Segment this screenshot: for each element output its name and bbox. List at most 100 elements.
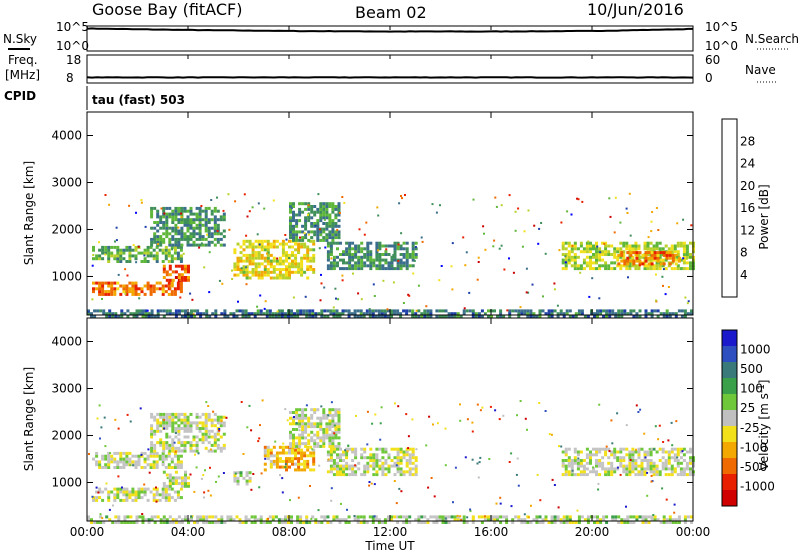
heatmap-cell-498 [275,451,279,455]
heatmap-cell-1610 [353,515,356,517]
heatmap-cell-1822 [668,312,672,316]
heatmap-cell-1122 [585,255,589,259]
heatmap-cell-1972 [609,215,612,218]
heatmap-cell-1393 [396,515,400,519]
heatmap-cell-442 [210,209,214,213]
heatmap-cell-1408 [656,253,660,257]
heatmap-cell-1437 [465,521,469,524]
heatmap-cell-1601 [498,418,501,421]
heatmap-cell-1548 [644,521,648,524]
heatmap-cell-614 [301,428,305,431]
heatmap-cell-1814 [656,309,660,313]
heatmap-cell-489 [272,462,276,466]
heatmap-cell-462 [239,474,243,477]
heatmap-cell-82 [167,287,171,291]
heatmap-cell-1266 [196,521,200,524]
heatmap-cell-539 [254,245,258,249]
heatmap-cell-1452 [493,515,496,519]
heatmap-cell-1916 [179,296,182,299]
heatmap-cell-543 [257,270,261,274]
heatmap-cell-819 [366,467,370,471]
heatmap-cell-1819 [665,312,669,316]
heatmap-cell-757 [336,470,339,474]
heatmap-cell-2020 [655,273,657,276]
heatmap-cell-775 [342,464,345,468]
heatmap-cell-811 [322,216,326,220]
heatmap-cell-107 [107,466,111,469]
heatmap-cell-1089 [567,244,571,248]
heatmap-cell-41 [131,490,135,494]
heatmap-cell-351 [183,415,187,419]
heatmap-cell-252 [153,446,157,450]
heatmap-cell-176 [155,254,159,258]
heatmap-cell-268 [156,209,160,213]
heatmap-cell-1489 [177,312,181,316]
heatmap-cell-376 [189,212,193,216]
heatmap-cell-651 [291,251,294,255]
heatmap-cell-532 [254,270,258,274]
heatmap-cell-1420 [441,521,445,524]
heatmap-cell-668 [319,425,323,429]
heatmap-cell-1539 [629,515,633,519]
heatmap-cell-777 [342,453,345,457]
heatmap-cell-1185 [685,461,689,465]
heatmap-cell-995 [381,267,385,271]
heatmap-cell-146 [134,466,138,469]
heatmap-cell-1141 [592,244,595,248]
heatmap-cell-1735 [471,421,474,424]
heatmap-cell-727 [337,436,341,440]
heatmap-cell-1373 [626,262,630,266]
heatmap-cell-1014 [604,447,608,451]
heatmap-cell-189 [167,254,171,258]
heatmap-cell-266 [156,215,160,219]
heatmap-cell-857 [334,213,338,217]
heatmap-cell-1288 [223,521,227,524]
heatmap-cell-424 [213,443,217,447]
heatmap-cell-1636 [380,312,384,316]
heatmap-cell-396 [201,421,205,425]
heatmap-cell-1996 [435,211,438,214]
heatmap-cell-802 [354,453,358,457]
heatmap-cell-1640 [383,309,387,313]
heatmap-cell-1585 [616,466,619,469]
heatmap-cell-410 [207,441,211,445]
heatmap-cell-540 [254,239,258,243]
heatmap-cell-1341 [682,247,686,251]
heatmap-cell-290 [165,226,169,230]
heatmap-cell-986 [378,267,382,271]
heatmap-cell-718 [289,205,292,208]
heatmap-cell-529 [251,245,255,249]
heatmap-cell-582 [266,239,270,243]
heatmap-cell-1648 [396,312,400,316]
heatmap-cell-1502 [193,309,197,313]
heatmap-cell-901 [342,267,345,271]
heatmap-cell-730 [337,425,341,429]
heatmap-cell-242 [150,443,154,447]
heatmap-cell-311 [171,421,175,425]
heatmap-cell-125 [113,245,117,249]
heatmap-cell-17 [104,281,108,285]
heatmap-cell-1679 [436,422,439,425]
heatmap-cell-1426 [447,521,451,524]
heatmap-cell-1831 [683,309,687,313]
heatmap-cell-583 [292,436,295,440]
heatmap-cell-1109 [576,247,580,251]
heatmap-cell-1992 [465,251,468,254]
heatmap-cell-1791 [471,430,474,433]
heatmap-cell-1092 [570,258,574,262]
heatmap-cell-1011 [390,267,394,271]
heatmap-cell-835 [328,216,332,220]
heatmap-cell-1227 [631,244,635,248]
heatmap-cell-1904 [108,203,111,206]
heatmap-cell-1520 [599,518,603,522]
heatmap-cell-770 [310,236,314,240]
heatmap-cell-1453 [496,518,499,522]
heatmap-cell-1463 [514,515,518,519]
heatmap-cell-846 [378,447,382,451]
heatmap-cell-588 [269,253,273,257]
heatmap-cell-285 [162,209,166,213]
heatmap-cell-382 [195,421,199,425]
heatmap-cell-78 [161,284,165,288]
heatmap-cell-561 [260,239,264,243]
heatmap-cell-1269 [649,241,653,245]
